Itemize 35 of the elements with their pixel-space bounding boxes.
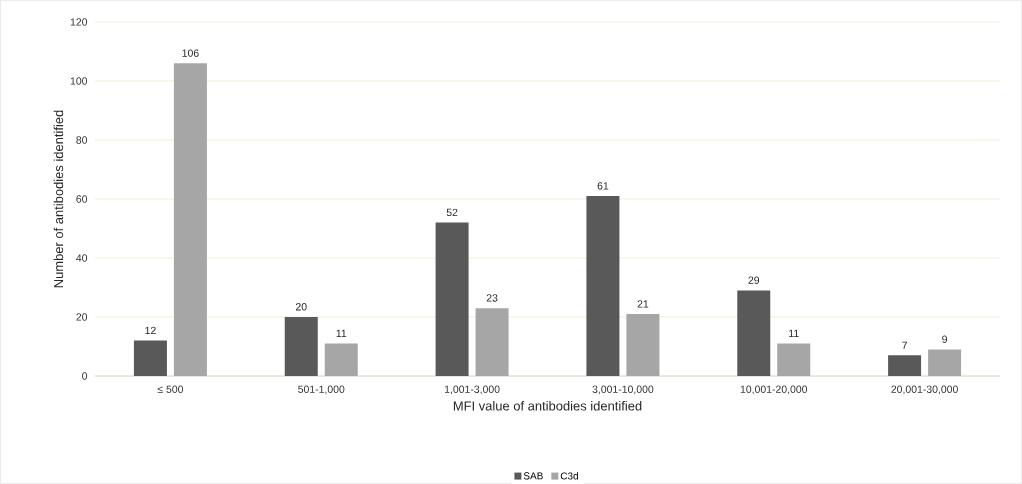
y-tick-label: 20	[76, 313, 88, 321]
data-label: 11	[789, 329, 799, 338]
bar	[888, 355, 922, 376]
data-label: 11	[336, 329, 347, 338]
data-label: 106	[182, 49, 199, 57]
x-tick-label: 20,001-30,000	[891, 385, 958, 395]
bar	[586, 196, 620, 376]
legend-label: C3d	[560, 472, 578, 480]
y-tick-label: 120	[70, 18, 88, 26]
y-axis-title: Number of antibodies identified	[53, 110, 64, 288]
bar	[133, 340, 167, 376]
y-tick-label: 80	[76, 136, 88, 144]
y-tick-label: 40	[76, 254, 88, 262]
data-label: 23	[486, 294, 498, 302]
bar	[284, 317, 318, 376]
data-label: 52	[446, 208, 458, 217]
x-axis-title: MFI value of antibodies identified	[453, 401, 642, 411]
x-tick-label: 1,001-3,000	[444, 385, 500, 395]
data-label: 20	[295, 303, 307, 311]
legend-label: SAB	[523, 472, 543, 480]
bar	[435, 222, 469, 376]
y-tick-label: 100	[70, 77, 88, 85]
x-tick-label: 10,001-20,000	[740, 385, 808, 395]
bar	[737, 290, 771, 376]
y-tick-label: 60	[76, 195, 88, 203]
x-tick-label: 3,001-10,000	[592, 385, 654, 395]
data-label: 21	[637, 300, 649, 308]
x-tick-label: ≤ 500	[157, 385, 184, 393]
data-label: 7	[902, 341, 907, 349]
data-label: 9	[942, 335, 947, 343]
data-label: 61	[597, 182, 609, 190]
data-label: 12	[145, 326, 156, 335]
data-label: 29	[748, 276, 760, 284]
x-tick-label: 501-1,000	[298, 385, 345, 395]
y-tick-label: 0	[82, 372, 88, 380]
